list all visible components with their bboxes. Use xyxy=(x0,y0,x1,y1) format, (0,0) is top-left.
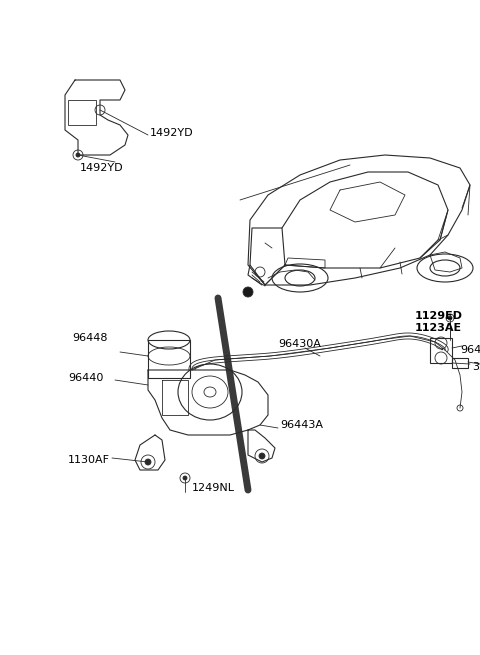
Circle shape xyxy=(183,476,187,480)
Circle shape xyxy=(259,453,265,459)
Text: 1249NL: 1249NL xyxy=(192,483,235,493)
Text: 1492YD: 1492YD xyxy=(150,128,193,138)
Circle shape xyxy=(448,316,452,320)
Circle shape xyxy=(145,459,151,465)
Text: 1130AF: 1130AF xyxy=(68,455,110,465)
Bar xyxy=(452,358,468,368)
Circle shape xyxy=(243,287,253,297)
Text: 96448: 96448 xyxy=(72,333,108,343)
Text: 1123AE: 1123AE xyxy=(415,323,462,333)
Text: 1492YD: 1492YD xyxy=(80,163,124,173)
Bar xyxy=(430,338,452,363)
Text: 96430A: 96430A xyxy=(278,339,321,349)
Text: 1129ED: 1129ED xyxy=(415,311,463,321)
Text: 32796D: 32796D xyxy=(472,362,480,372)
Circle shape xyxy=(76,153,80,157)
Bar xyxy=(148,340,190,378)
Bar xyxy=(68,100,96,125)
Text: 96444F: 96444F xyxy=(460,345,480,355)
Text: 96443A: 96443A xyxy=(280,420,323,430)
Text: 96440: 96440 xyxy=(68,373,103,383)
